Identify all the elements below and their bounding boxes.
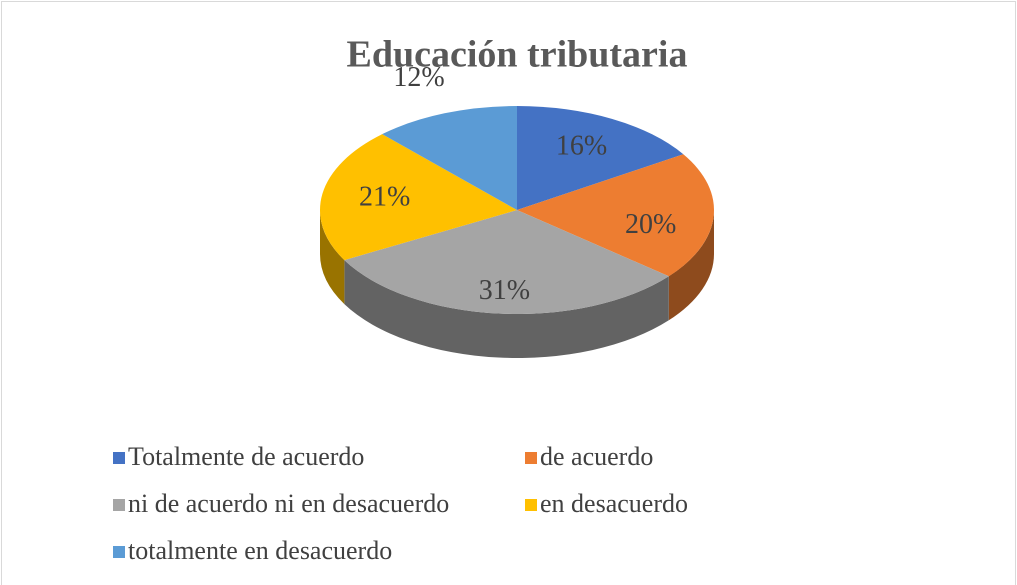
legend-label: Totalmente de acuerdo <box>128 442 364 471</box>
slice <box>382 106 517 210</box>
legend-label: totalmente en desacuerdo <box>128 536 392 565</box>
legend-swatch <box>525 499 537 511</box>
slice-side <box>344 260 669 358</box>
chart-title: Educación tributaria <box>347 34 688 76</box>
slice <box>517 154 714 277</box>
legend-swatch <box>113 546 125 558</box>
legend-swatch <box>113 452 125 464</box>
slice <box>344 210 669 314</box>
data-label: 16% <box>556 130 607 161</box>
slice <box>517 106 684 210</box>
legend-swatch <box>525 452 537 464</box>
data-label: 21% <box>359 181 410 212</box>
data-label: 12% <box>393 62 444 93</box>
data-label: 20% <box>625 209 676 240</box>
legend-label: en desacuerdo <box>540 489 688 518</box>
legend-swatch <box>113 499 125 511</box>
legend-label: ni de acuerdo ni en desacuerdo <box>128 489 449 518</box>
legend-label: de acuerdo <box>540 442 653 471</box>
slice-side <box>668 210 714 321</box>
slice <box>319 134 517 261</box>
slice-side <box>320 210 345 305</box>
data-label: 31% <box>479 275 530 306</box>
